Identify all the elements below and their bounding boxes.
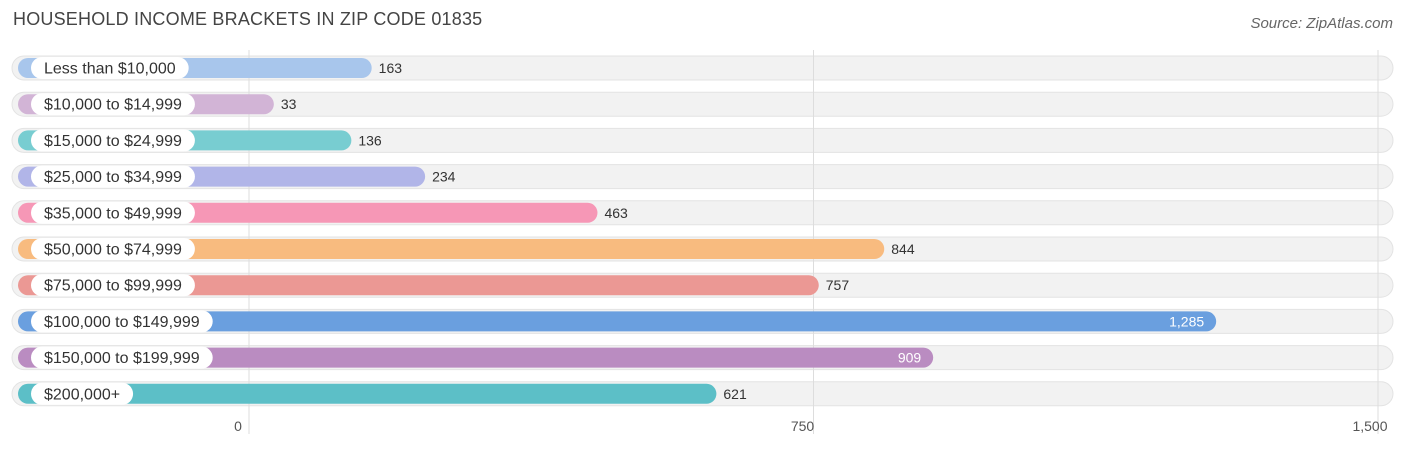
x-tick-label: 0	[234, 418, 242, 434]
category-label-pill	[31, 93, 195, 116]
bar	[18, 275, 819, 296]
value-label: 844	[891, 241, 915, 257]
bar-track	[11, 127, 1394, 153]
value-label: 33	[281, 96, 297, 112]
category-label: $15,000 to $24,999	[44, 133, 182, 150]
bar-track	[11, 91, 1394, 117]
bar	[18, 311, 1217, 332]
category-label-pill	[31, 201, 195, 224]
chart-title: HOUSEHOLD INCOME BRACKETS IN ZIP CODE 01…	[13, 9, 483, 29]
category-label-pill	[31, 165, 195, 188]
category-label: $75,000 to $99,999	[44, 278, 182, 295]
category-label: $100,000 to $149,999	[44, 314, 200, 331]
category-label: $150,000 to $199,999	[44, 350, 200, 367]
category-label-pill	[31, 346, 213, 369]
source-label: Source: ZipAtlas.com	[1250, 15, 1393, 32]
bar	[18, 347, 934, 368]
x-tick-label: 750	[791, 418, 815, 434]
category-label-pill	[31, 382, 134, 405]
value-label: 463	[604, 205, 628, 221]
category-label: $10,000 to $14,999	[44, 97, 182, 114]
value-label: 1,285	[1169, 313, 1204, 329]
value-label: 909	[898, 350, 922, 366]
x-tick-label: 1,500	[1352, 418, 1387, 434]
category-label-pill	[31, 57, 189, 79]
category-label: $25,000 to $34,999	[44, 169, 182, 186]
value-label: 234	[432, 169, 456, 185]
category-label: $50,000 to $74,999	[44, 242, 182, 259]
value-label: 136	[358, 132, 382, 148]
category-label: Less than $10,000	[44, 61, 176, 78]
category-label-pill	[31, 310, 213, 333]
category-label: $200,000+	[44, 386, 120, 403]
category-label: $35,000 to $49,999	[44, 205, 182, 222]
bar	[18, 239, 885, 259]
category-label-pill	[31, 238, 195, 260]
category-label-pill	[31, 274, 195, 297]
value-label: 163	[379, 60, 403, 76]
bar	[18, 383, 717, 404]
value-label: 757	[826, 277, 850, 293]
category-label-pill	[31, 129, 195, 152]
value-label: 621	[723, 386, 747, 402]
